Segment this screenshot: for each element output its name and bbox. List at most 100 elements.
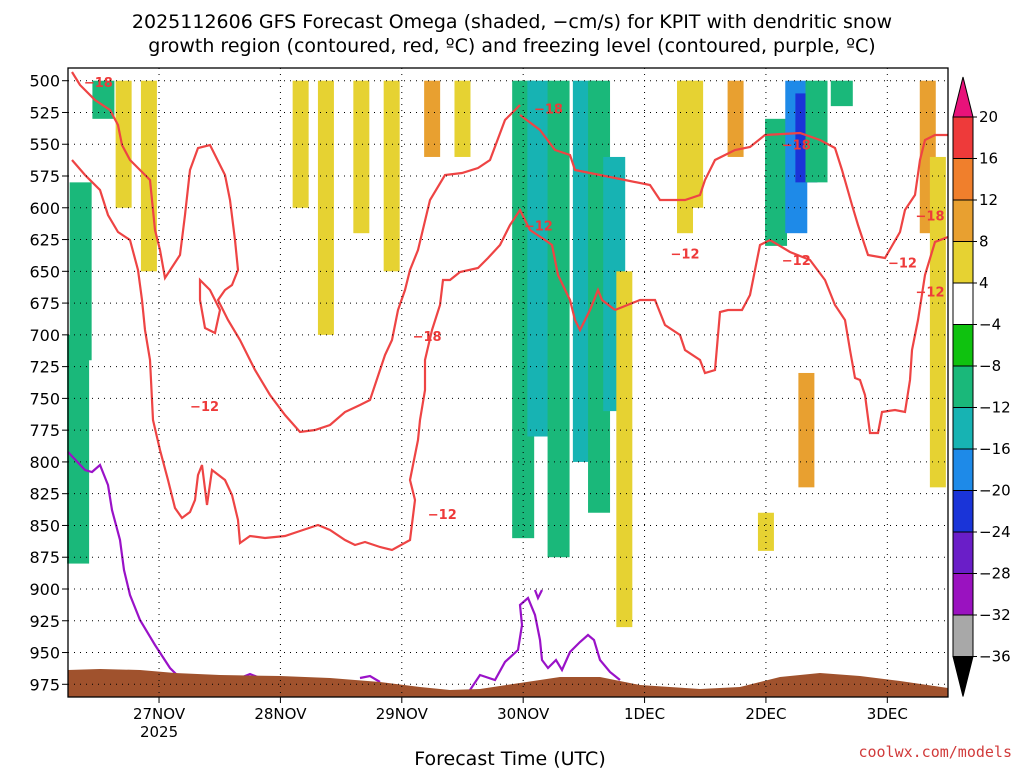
omega-shade-25 [830,80,853,107]
x-tick-label-27NOV: 27NOV [133,705,186,723]
omega-shade-21 [765,118,788,246]
colorbar-label-6: −8 [979,357,1001,375]
omega-shade-8 [383,80,400,272]
omega-shade-9 [424,80,441,157]
y-tick-label-550: 550 [29,135,60,154]
y-tick-label-950: 950 [29,644,60,663]
colorbar-swatch-10 [952,490,974,533]
contour-label-3: −12 [428,508,457,523]
omega-shade-17 [616,271,633,628]
colorbar-swatch-8 [952,407,974,450]
y-tick-label-900: 900 [29,580,60,599]
credit-text: coolwx.com/models [858,743,1012,761]
colorbar-label-7: −12 [979,399,1011,417]
x-tick-label-30NOV: 30NOV [497,705,550,723]
colorbar: 20 16 12 8 4 −4 −8 −12 −16 −20 −24 −28 −32 −36 [952,76,1011,697]
dgz-contour-island [198,277,222,335]
contour-label-1: −12 [190,400,219,415]
colorbar-label-11: −28 [979,565,1011,583]
contour-label-8: −12 [782,254,811,269]
colorbar-label-12: −32 [979,606,1011,624]
omega-shade-10 [454,80,471,157]
omega-shade-7 [353,80,370,234]
colorbar-label-0: 20 [979,108,998,126]
contour-label-7: −18 [782,138,811,153]
dgz-contour-minus18-west [71,71,521,434]
colorbar-swatch-2 [952,158,974,201]
contour-label-9: −12 [888,257,917,272]
freezing-level-contour-mid2 [359,674,381,683]
colorbar-label-8: −16 [979,440,1011,458]
freezing-level-contour-west [67,451,181,679]
y-tick-label-700: 700 [29,326,60,345]
x-tick-label-28NOV: 28NOV [254,705,307,723]
x-tick-label-2DEC: 2DEC [745,705,786,723]
colorbar-swatch-9 [952,448,974,491]
omega-shade-29 [929,156,946,488]
colorbar-top-arrow [952,76,974,118]
x-axis-label: Forecast Time (UTC) [414,748,605,768]
colorbar-swatch-12 [952,573,974,616]
colorbar-bottom-arrow [952,656,974,697]
contour-label-10: −18 [916,209,945,224]
y-tick-label-825: 825 [29,485,60,504]
x-tick-sublabel-27NOV: 2025 [140,723,178,741]
omega-shade-20 [727,80,744,157]
freezing-level-contour-east-loop [469,596,621,691]
omega-shade-19 [687,80,704,208]
dgz-contours [71,71,949,552]
colorbar-swatch-1 [952,116,974,159]
colorbar-label-1: 16 [979,150,998,168]
contour-labels: −18 −12 −18 −12 −12 −18 −12 −18 −12 −12 −18 −12 [84,76,945,523]
omega-shade-6 [317,80,334,335]
chart-title-line1: 2025112606 GFS Forecast Omega (shaded, −… [132,11,892,33]
contour-label-4: −12 [524,220,553,235]
colorbar-swatch-6 [952,324,974,367]
colorbar-label-13: −36 [979,648,1011,666]
y-tick-label-500: 500 [29,72,60,91]
contour-label-5: −18 [534,103,563,118]
colorbar-swatch-7 [952,365,974,408]
colorbar-swatch-4 [952,241,974,284]
omega-shade-12 [527,80,550,437]
y-tick-label-575: 575 [29,167,60,186]
freezing-level-contours [67,451,621,691]
terrain-surface [68,669,948,697]
y-tick-label-850: 850 [29,516,60,535]
y-tick-label-650: 650 [29,262,60,281]
freezing-level-contour-east-sub [533,589,543,601]
y-tick-label-725: 725 [29,358,60,377]
contour-label-2: −18 [413,330,442,345]
colorbar-label-2: 12 [979,191,998,209]
dgz-contour-minus12-east [614,235,949,435]
y-tick-label-775: 775 [29,421,60,440]
y-tick-label-750: 750 [29,389,60,408]
colorbar-swatch-5 [952,282,974,325]
dgz-contour-minus18-east [519,114,948,260]
colorbar-swatch-13 [952,614,974,657]
colorbar-label-3: 8 [979,233,989,251]
y-tick-label-975: 975 [29,675,60,694]
omega-shade-4 [140,80,157,272]
plot-frame [67,67,949,698]
colorbar-label-9: −20 [979,482,1011,500]
y-tick-label-925: 925 [29,612,60,631]
y-tick-label-625: 625 [29,231,60,250]
y-tick-label-675: 675 [29,294,60,313]
colorbar-label-10: −24 [979,523,1011,541]
contour-label-11: −12 [916,286,945,301]
x-tick-label-29NOV: 29NOV [376,705,429,723]
colorbar-label-4: 4 [979,274,989,292]
omega-shading-layer [67,80,946,628]
x-tick-label-1DEC: 1DEC [624,705,665,723]
y-tick-label-600: 600 [29,199,60,218]
contour-label-6: −12 [671,248,700,263]
y-tick-label-875: 875 [29,548,60,567]
y-axis-ticks: 500 525 550 575 600 625 650 675 700 725 750 775 800 8… [29,72,68,694]
y-tick-label-525: 525 [29,103,60,122]
colorbar-label-5: −4 [979,316,1001,334]
colorbar-swatch-3 [952,199,974,242]
chart-title-line2: growth region (contoured, red, ºC) and f… [148,35,875,57]
